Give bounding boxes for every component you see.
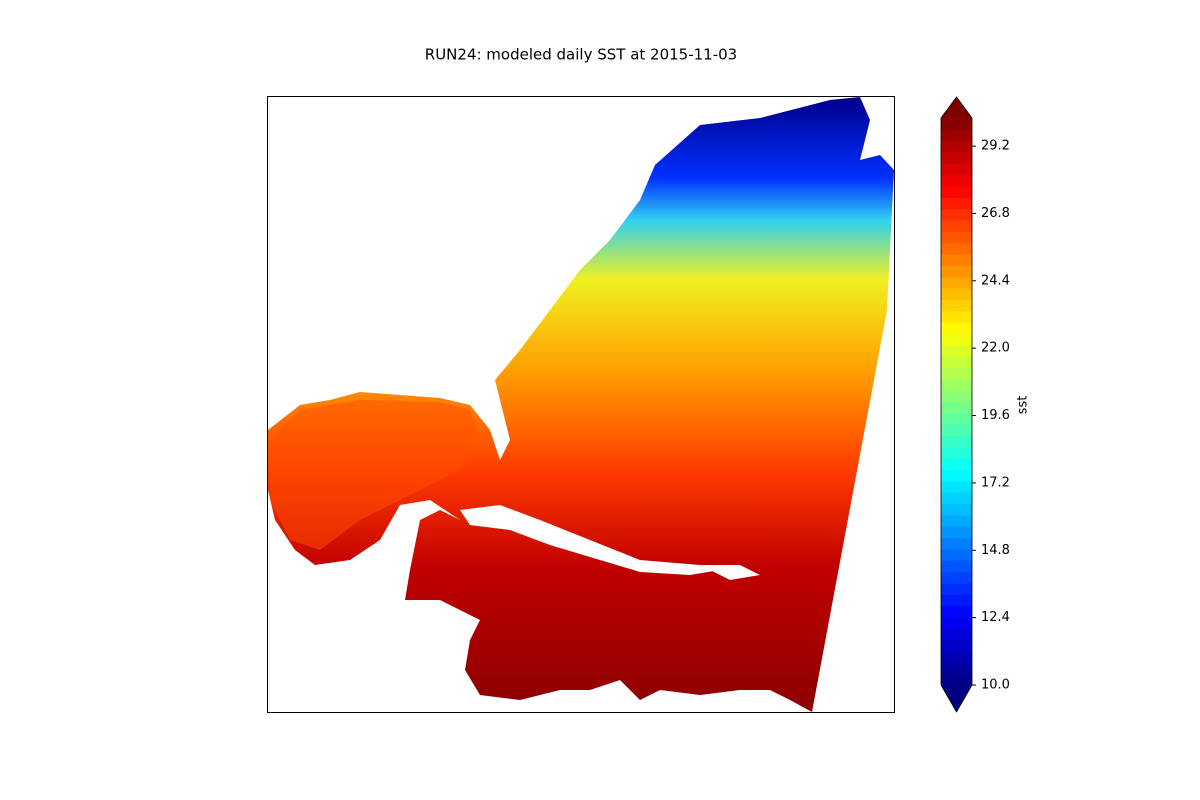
colorbar-step [941,594,972,607]
colorbar-step [941,220,972,232]
colorbar-step [941,276,972,289]
colorbar-step [941,322,972,334]
colorbar-step [941,469,972,482]
colorbar-tick-label: 26.8 [981,206,1010,221]
colorbar-step [941,288,972,300]
colorbar-step [941,242,972,255]
colorbar-step [941,197,972,210]
colorbar-step [941,163,972,176]
colorbar-tick-label: 24.4 [981,273,1010,288]
colorbar-step [941,356,972,368]
colorbar-step [941,231,972,244]
colorbar: 10.0 12.4 14.8 17.2 19.6 22.0 24.4 26.8 29.2 [940,96,1010,713]
colorbar-step [941,129,972,142]
hispaniola [700,565,760,580]
colorbar-step [941,446,972,459]
colorbar-step [941,344,972,357]
colorbar-step [941,118,972,130]
colorbar-step [941,526,972,539]
colorbar-tick-label: 22.0 [981,341,1010,356]
colorbar-tick-label: 17.2 [981,475,1010,490]
colorbar-step [941,605,972,618]
colorbar-outline [940,96,973,713]
colorbar-step [941,514,972,527]
colorbar-step [941,186,972,198]
colorbar-step [941,412,972,425]
colorbar-step [941,401,972,414]
colorbar-step [941,639,972,652]
colorbar-step [941,537,972,550]
axes-frame [267,96,895,713]
cuba [460,505,720,575]
colorbar-step [941,140,972,153]
colorbar-step [941,174,972,187]
colorbar-step [941,628,972,641]
colorbar-step [941,458,972,471]
colorbar-step [941,480,972,493]
colorbar-step [941,616,972,629]
colorbar-step [941,367,972,380]
colorbar-step [941,560,972,573]
colorbar-step [941,265,972,278]
colorbar-step [941,571,972,584]
colorbar-step [941,492,972,505]
gulf-shelf [268,400,480,550]
ocean-field [268,97,894,712]
colorbar-step [941,424,972,437]
colorbar-step [941,673,972,686]
colorbar-step [941,548,972,561]
title: RUN24: modeled daily SST at 2015-11-03 [425,46,737,64]
colorbar-tick-label: 14.8 [981,543,1010,558]
colorbar-step [941,435,972,448]
colorbar-step [941,582,972,595]
colorbar-step [941,333,972,346]
colorbar-tick-label: 10.0 [981,678,1010,693]
colorbar-step [941,662,972,675]
colorbar-extend-bottom [941,685,972,712]
colorbar-step [941,299,972,312]
colorbar-step [941,310,972,323]
colorbar-tick-label: 19.6 [981,408,1010,423]
colorbar-step [941,390,972,402]
colorbar-step [941,378,972,391]
colorbar-step [941,208,972,221]
colorbar-step [941,503,972,516]
colorbar-tick-label: 12.4 [981,610,1010,625]
colorbar-tick-label: 29.2 [981,139,1010,154]
map [267,96,895,713]
colorbar-label: sst [1016,396,1031,415]
colorbar-extend-top [941,97,972,118]
colorbar-step [941,254,972,266]
colorbar-step [941,152,972,164]
colorbar-step [941,650,972,663]
